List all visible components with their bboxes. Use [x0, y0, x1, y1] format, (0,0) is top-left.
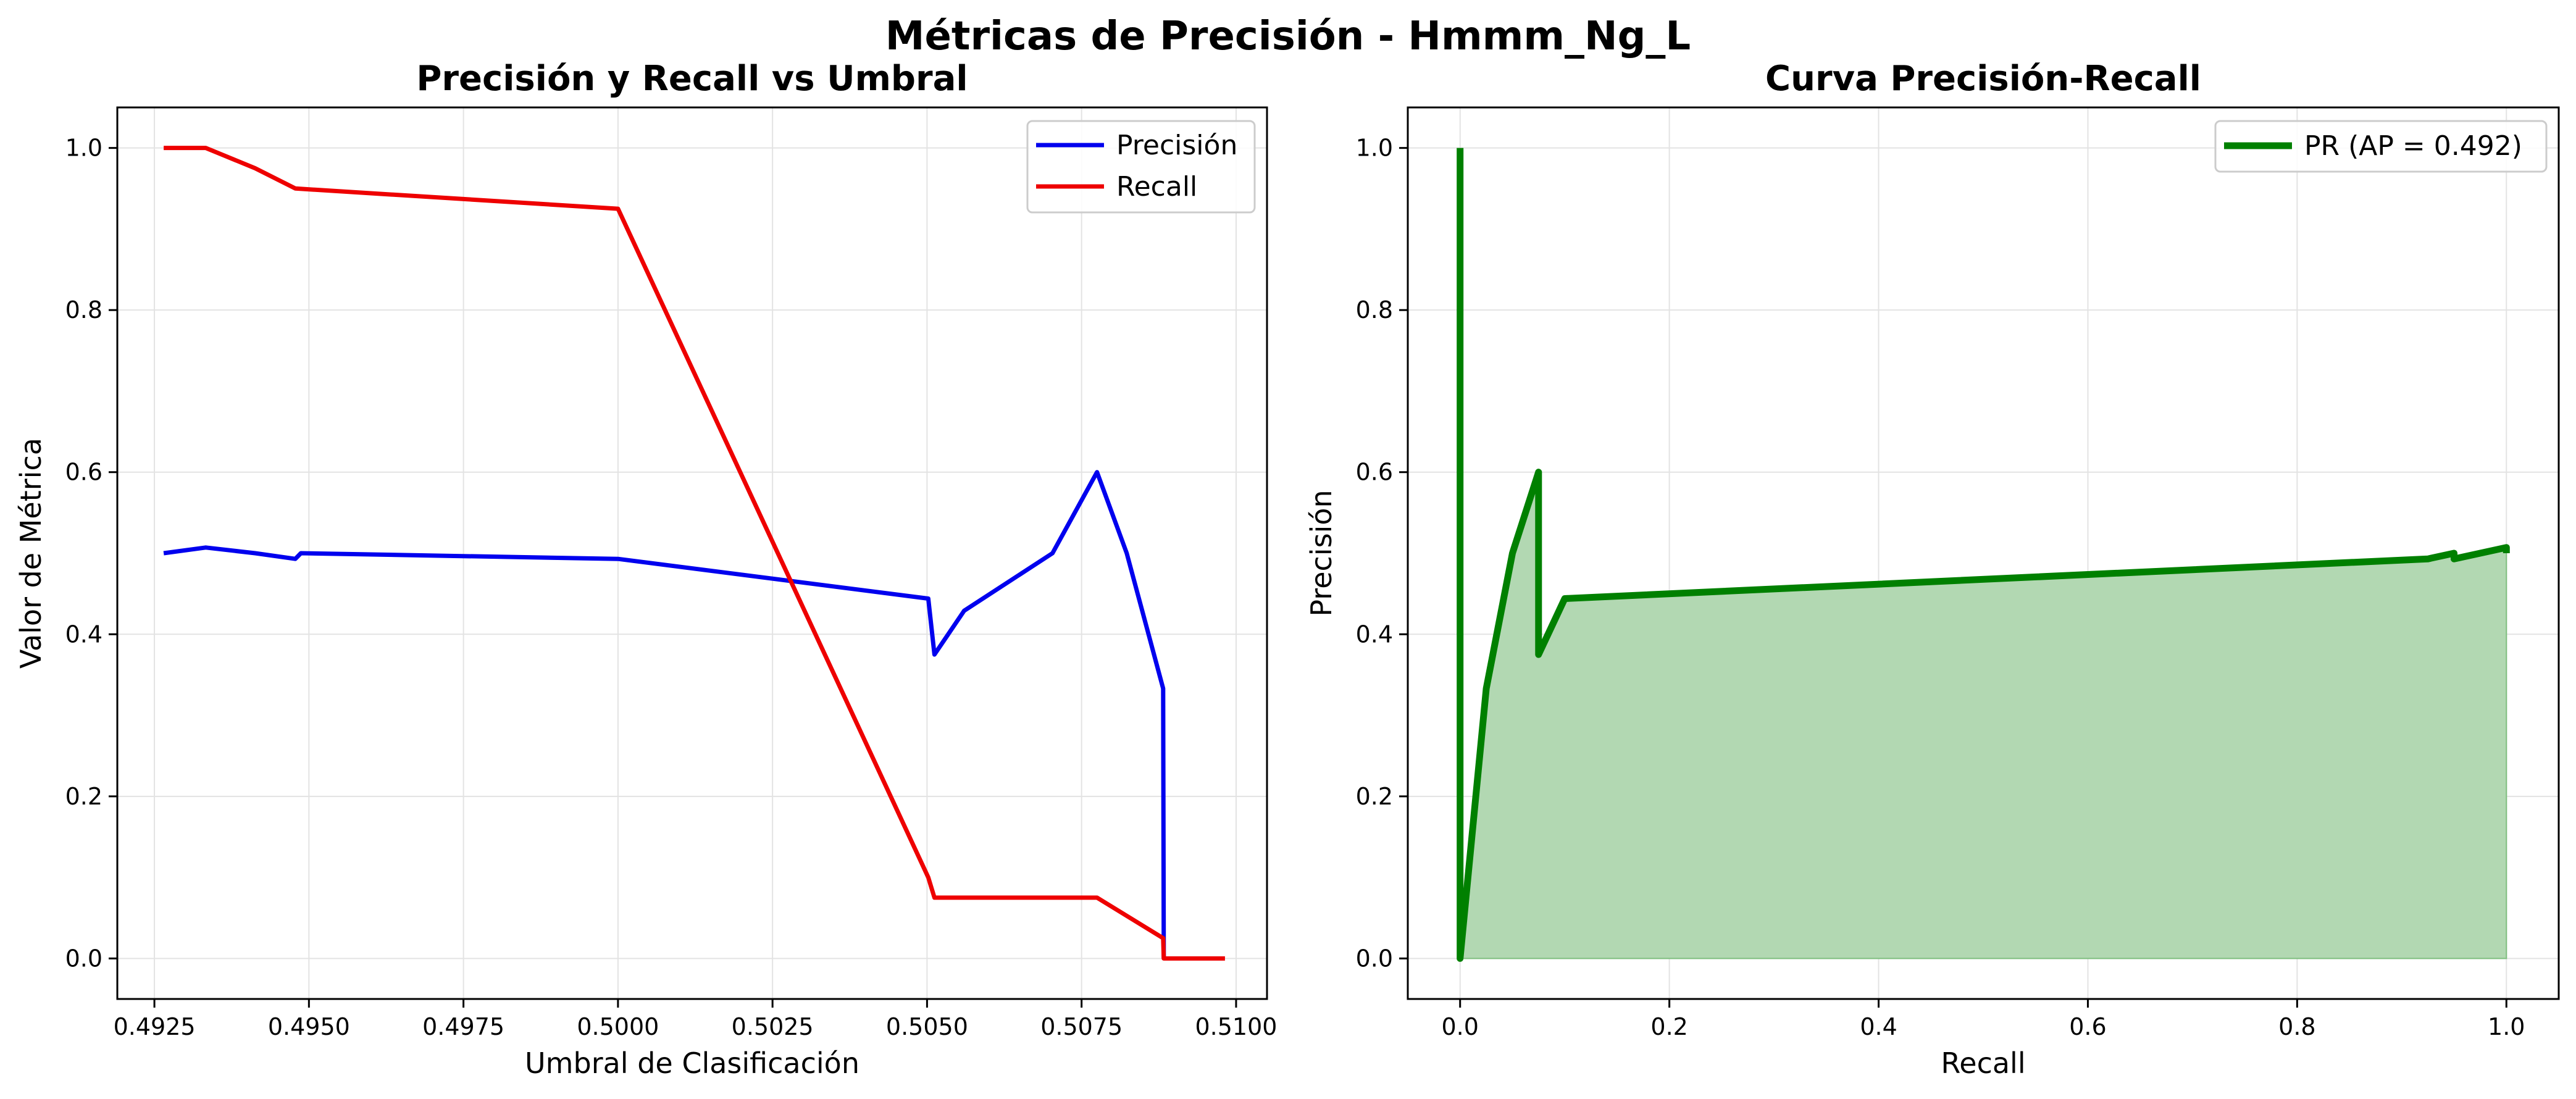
threshold-chart-y-axis: 0.0 0.2 0.4 0.6 0.8 1.0	[65, 135, 117, 972]
legend-label-pr: PR (AP = 0.492)	[2304, 130, 2522, 162]
threshold-chart: Precisión y Recall vs Umbral 0.4925 0.495…	[14, 59, 1277, 1080]
threshold-chart-y-label: Valor de Métrica	[14, 438, 48, 669]
pr-x-tick-label: 0.6	[2069, 1013, 2106, 1040]
pr-series-line-0	[1457, 148, 2510, 962]
pr-x-tick-label: 0.0	[1442, 1013, 1479, 1040]
threshold-y-tick-label: 0.2	[65, 783, 102, 810]
pr-y-tick-label: 0.2	[1356, 783, 1393, 810]
pr-curve-chart-legend: PR (AP = 0.492)	[2214, 120, 2548, 173]
pr-y-tick-label: 0.4	[1356, 621, 1393, 648]
threshold-series-line-1	[164, 146, 1225, 961]
pr-x-tick-label: 0.2	[1650, 1013, 1687, 1040]
pr-y-tick-label: 0.6	[1356, 459, 1393, 486]
threshold-x-tick-label: 0.5050	[886, 1013, 968, 1040]
pr-curve-chart: Curva Precisión-Recall 0.0 0.2 0.4 0.6 0.8 1.…	[1305, 59, 2560, 1080]
legend-label-precision: Precisión	[1116, 130, 1237, 161]
threshold-x-tick-label: 0.4925	[114, 1013, 196, 1040]
threshold-series-line-0	[163, 470, 1166, 959]
pr-curve-chart-x-label: Recall	[1941, 1047, 2025, 1080]
threshold-y-tick-label: 0.8	[65, 296, 102, 324]
pr-y-tick-label: 0.8	[1356, 296, 1393, 324]
threshold-y-tick-label: 1.0	[65, 135, 102, 162]
threshold-chart-title: Precisión y Recall vs Umbral	[416, 59, 968, 99]
pr-y-tick-label: 0.0	[1356, 945, 1393, 972]
threshold-x-tick-label: 0.5100	[1195, 1013, 1277, 1040]
pr-curve-chart-plot-area	[1457, 148, 2510, 962]
pr-curve-chart-legend-box	[2214, 120, 2548, 173]
threshold-chart-plot-area	[163, 146, 1225, 961]
threshold-x-tick-label: 0.4950	[268, 1013, 350, 1040]
pr-x-tick-label: 0.4	[1860, 1013, 1897, 1040]
figure-title: Métricas de Precisión - Hmmm_Ng_L	[885, 14, 1691, 59]
pr-curve-chart-x-axis: 0.0 0.2 0.4 0.6 0.8 1.0	[1442, 999, 2525, 1040]
threshold-y-tick-label: 0.0	[65, 945, 102, 972]
pr-curve-chart-y-label: Precisión	[1305, 490, 1338, 616]
threshold-y-tick-label: 0.4	[65, 621, 102, 648]
pr-x-tick-label: 1.0	[2488, 1013, 2525, 1040]
threshold-x-tick-label: 0.5075	[1040, 1013, 1123, 1040]
pr-y-tick-label: 1.0	[1356, 135, 1393, 162]
threshold-x-tick-label: 0.5025	[732, 1013, 814, 1040]
pr-x-tick-label: 0.8	[2278, 1013, 2315, 1040]
threshold-x-tick-label: 0.5000	[577, 1013, 659, 1040]
pr-curve-chart-title: Curva Precisión-Recall	[1765, 59, 2201, 99]
pr-curve-chart-frame	[1407, 106, 2560, 1000]
threshold-chart-frame	[116, 106, 1268, 1000]
threshold-chart-x-label: Umbral de Clasificación	[525, 1047, 859, 1080]
legend-label-recall: Recall	[1116, 171, 1197, 203]
threshold-chart-legend: Precisión Recall	[1026, 120, 1256, 214]
pr-curve-chart-y-axis: 0.0 0.2 0.4 0.6 0.8 1.0	[1356, 135, 1408, 972]
threshold-x-tick-label: 0.4975	[422, 1013, 504, 1040]
threshold-chart-x-axis: 0.4925 0.4950 0.4975 0.5000 0.5025 0.5050 0.50…	[114, 999, 1277, 1040]
threshold-chart-grid	[117, 107, 1267, 999]
threshold-y-tick-label: 0.6	[65, 459, 102, 486]
